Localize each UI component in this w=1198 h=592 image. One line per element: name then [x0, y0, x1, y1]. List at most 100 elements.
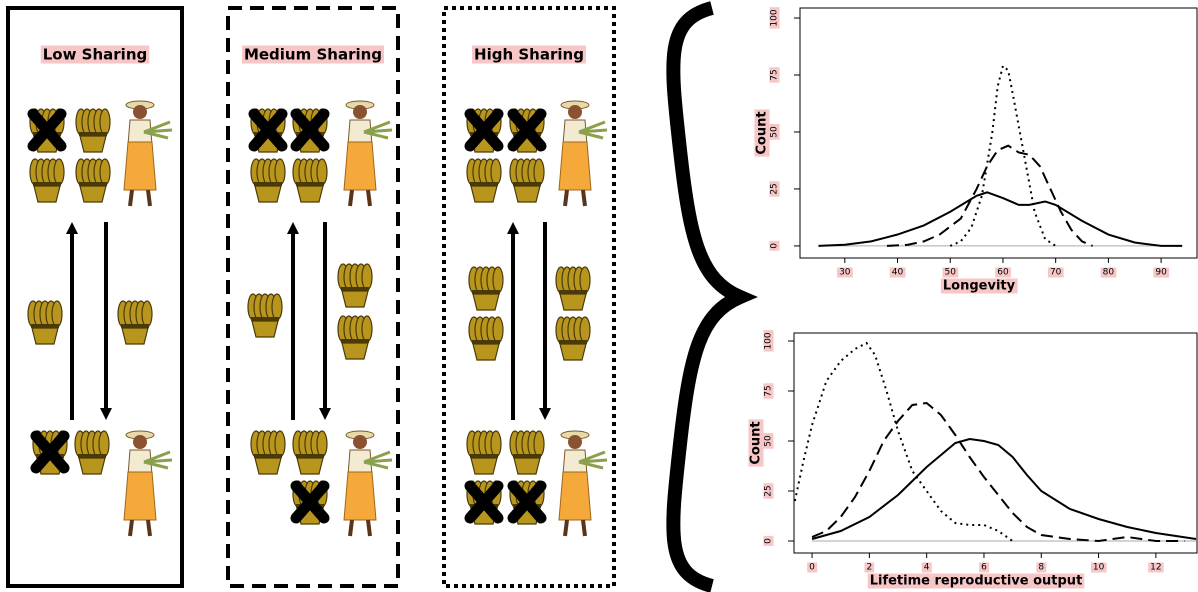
farmer — [124, 101, 172, 206]
wheat-stalk — [493, 317, 503, 343]
wheat-stalk — [362, 264, 372, 290]
wheat-bundle — [510, 431, 544, 474]
y-tick-label: 0 — [770, 243, 780, 249]
x-tick-label: 80 — [1103, 268, 1115, 278]
legs — [565, 190, 585, 206]
wheat-stalk — [275, 431, 285, 457]
x-tick-label: 60 — [997, 268, 1009, 278]
wheat-base — [471, 458, 497, 474]
wheat-base — [80, 136, 106, 152]
arrow-head — [539, 408, 551, 420]
wheat-base — [297, 186, 323, 202]
wheat-bundle — [338, 264, 372, 307]
arrow-head — [507, 222, 519, 234]
legs — [130, 520, 150, 536]
wheat-base — [122, 328, 148, 344]
wheat-base — [560, 344, 586, 360]
wheat-bundle — [76, 159, 110, 202]
head — [568, 435, 582, 449]
x-tick-label: 8 — [1038, 563, 1044, 573]
y-tick-label: 25 — [770, 183, 780, 194]
density-line — [795, 343, 1013, 541]
wheat-base — [32, 328, 58, 344]
y-tick-label: 0 — [764, 538, 774, 544]
panel-title: Medium Sharing — [244, 46, 382, 64]
wheat-bundle — [293, 431, 327, 474]
density-line — [812, 403, 1184, 541]
wheat-stalk — [142, 301, 152, 327]
wheat-bundle — [248, 294, 282, 337]
wheat-stalk — [100, 109, 110, 135]
curly-brace — [673, 8, 740, 586]
wheat-base — [79, 458, 105, 474]
wheat-stalk — [317, 159, 327, 185]
farmer — [559, 431, 607, 536]
panel-title: High Sharing — [474, 46, 584, 64]
y-tick-label: 50 — [764, 435, 774, 447]
wheat-stalk — [275, 159, 285, 185]
wheat-bundle — [251, 159, 285, 202]
plot-frame — [800, 8, 1197, 258]
wheat-bundle — [30, 159, 64, 202]
wheat-bundle — [469, 317, 503, 360]
wheat-stalk — [491, 159, 501, 185]
plot-frame — [794, 333, 1197, 553]
x-tick-label: 6 — [981, 563, 987, 573]
dress — [559, 142, 591, 190]
y-tick-label: 50 — [770, 126, 780, 138]
figure: Low SharingMedium SharingHigh Sharing025… — [0, 0, 1198, 592]
density-line — [812, 439, 1196, 539]
wheat-bundle — [118, 301, 152, 344]
x-tick-label: 50 — [945, 268, 957, 278]
legs — [350, 190, 370, 206]
panel-box — [8, 8, 182, 586]
wheat-base — [473, 294, 499, 310]
wheat-bundle — [467, 431, 501, 474]
wheat-stalk — [100, 159, 110, 185]
wheat-bundle — [556, 267, 590, 310]
wheat-bundle — [338, 316, 372, 359]
head — [353, 435, 367, 449]
x-tick-label: 90 — [1155, 268, 1167, 278]
wheat-base — [80, 186, 106, 202]
wheat-stalk — [491, 431, 501, 457]
x-tick-label: 2 — [866, 563, 872, 573]
wheat-stalk — [52, 301, 62, 327]
farmer — [344, 101, 392, 206]
wheat-base — [297, 458, 323, 474]
wheat-bundle — [75, 431, 109, 474]
density-line — [950, 66, 1055, 246]
arrow-head — [100, 408, 112, 420]
wheat-base — [471, 186, 497, 202]
arrow-head — [319, 408, 331, 420]
wheat-bundle — [469, 267, 503, 310]
y-tick-label: 25 — [764, 485, 774, 496]
wheat-stalk — [99, 431, 109, 457]
wheat-stalk — [362, 316, 372, 342]
wheat-stalk — [534, 159, 544, 185]
farmer — [344, 431, 392, 536]
page: {"diagram": {"panels": [{"title": "Low S… — [0, 0, 1198, 592]
wheat-stalk — [580, 317, 590, 343]
y-tick-label: 75 — [770, 69, 780, 80]
x-tick-label: 30 — [839, 268, 851, 278]
wheat-stalk — [272, 294, 282, 320]
wheat-stalk — [493, 267, 503, 293]
wheat-stalk — [54, 159, 64, 185]
x-axis-label: Longevity — [943, 279, 1016, 294]
x-tick-label: 12 — [1150, 563, 1161, 573]
y-axis-label: Count — [755, 111, 770, 154]
dress — [344, 142, 376, 190]
wheat-base — [255, 186, 281, 202]
head — [133, 105, 147, 119]
x-tick-label: 40 — [892, 268, 904, 278]
x-axis-label: Lifetime reproductive output — [870, 574, 1083, 589]
wheat-bundle — [251, 431, 285, 474]
legs — [130, 190, 150, 206]
wheat-base — [342, 291, 368, 307]
y-tick-label: 75 — [764, 385, 774, 396]
dress — [124, 142, 156, 190]
wheat-stalk — [580, 267, 590, 293]
panel-title: Low Sharing — [43, 46, 148, 64]
legs — [565, 520, 585, 536]
